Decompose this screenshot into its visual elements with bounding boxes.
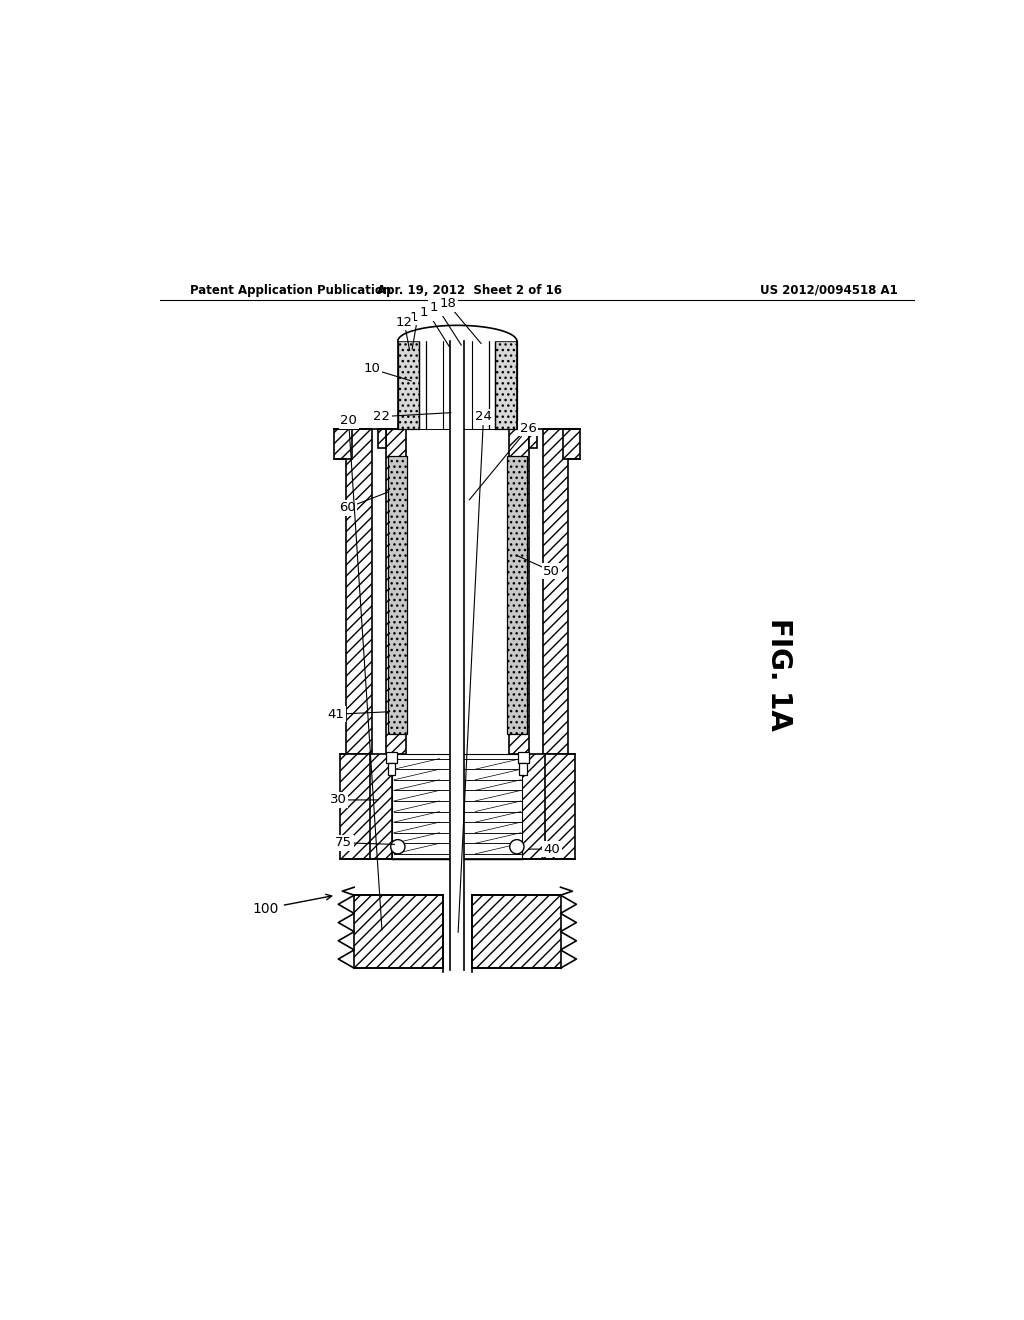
Polygon shape	[387, 457, 408, 734]
Polygon shape	[507, 457, 527, 734]
Polygon shape	[334, 429, 352, 458]
Circle shape	[510, 840, 524, 854]
Text: 12: 12	[395, 315, 413, 351]
Polygon shape	[392, 754, 522, 858]
Polygon shape	[496, 342, 517, 429]
Text: 60: 60	[339, 492, 388, 515]
Text: 20: 20	[340, 414, 382, 931]
Text: Apr. 19, 2012  Sheet 2 of 16: Apr. 19, 2012 Sheet 2 of 16	[377, 284, 562, 297]
Polygon shape	[386, 429, 406, 754]
Polygon shape	[543, 754, 574, 858]
Text: 40: 40	[528, 842, 560, 855]
Text: 75: 75	[335, 837, 394, 849]
Text: 50: 50	[517, 556, 560, 578]
Text: 26: 26	[469, 422, 537, 500]
Polygon shape	[397, 342, 419, 429]
Polygon shape	[406, 429, 509, 754]
Polygon shape	[378, 429, 386, 449]
Text: 22: 22	[374, 411, 451, 424]
Polygon shape	[387, 763, 395, 775]
Polygon shape	[370, 754, 392, 858]
Text: 100: 100	[252, 894, 332, 916]
Polygon shape	[528, 429, 537, 449]
Polygon shape	[522, 754, 545, 858]
Polygon shape	[543, 429, 568, 754]
Polygon shape	[518, 751, 528, 763]
Text: 16: 16	[429, 301, 461, 346]
Polygon shape	[472, 895, 560, 968]
Text: US 2012/0094518 A1: US 2012/0094518 A1	[760, 284, 898, 297]
Polygon shape	[519, 763, 527, 775]
Polygon shape	[426, 342, 489, 429]
Polygon shape	[397, 342, 517, 429]
Polygon shape	[451, 342, 465, 970]
Text: 14: 14	[410, 312, 426, 350]
Text: 41: 41	[328, 708, 387, 721]
Polygon shape	[509, 429, 528, 754]
Text: 24: 24	[458, 411, 492, 932]
Text: 10: 10	[364, 363, 412, 381]
Polygon shape	[346, 429, 372, 754]
Text: 30: 30	[330, 793, 378, 807]
Text: 18: 18	[439, 297, 481, 343]
Polygon shape	[392, 754, 522, 858]
Polygon shape	[354, 895, 443, 968]
Text: Patent Application Publication: Patent Application Publication	[189, 284, 391, 297]
Polygon shape	[386, 751, 397, 763]
Text: 15: 15	[420, 306, 450, 347]
Text: FIG. 1A: FIG. 1A	[765, 618, 793, 731]
Circle shape	[391, 840, 404, 854]
Polygon shape	[340, 754, 372, 858]
Polygon shape	[563, 429, 581, 458]
